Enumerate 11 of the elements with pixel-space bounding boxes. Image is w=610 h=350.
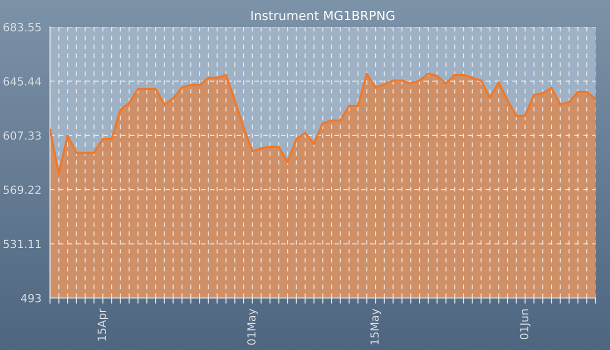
chart-title: Instrument MG1BRPNG — [251, 10, 394, 20]
x-tick-label: 15Apr — [98, 308, 108, 341]
x-tick-label: 01Jun — [520, 309, 530, 340]
y-tick-label: 493 — [21, 294, 41, 302]
x-tick-label: 01May — [247, 308, 258, 345]
y-tick-label: 607.33 — [4, 131, 41, 140]
y-tick-label: 569.22 — [4, 186, 41, 194]
y-tick-label: 645.44 — [4, 77, 42, 86]
y-tick-label: 531.11 — [4, 240, 41, 248]
y-tick-label: 683.55 — [4, 22, 41, 32]
x-tick-label: 15May — [370, 308, 381, 344]
